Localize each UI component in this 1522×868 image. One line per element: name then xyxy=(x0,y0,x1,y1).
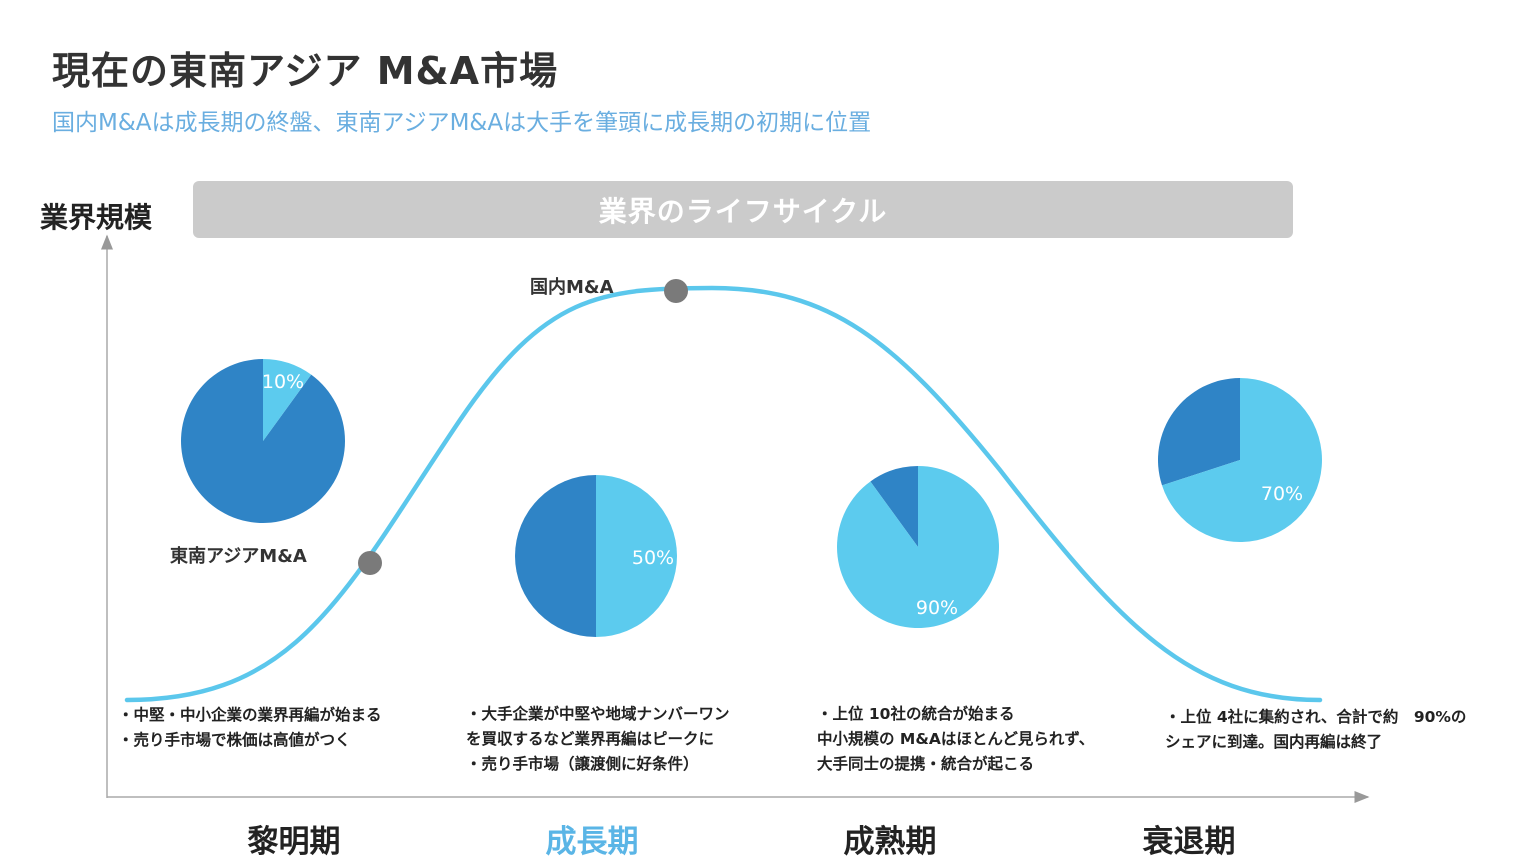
lifecycle-banner-label: 業界のライフサイクル xyxy=(598,194,888,228)
page-subtitle: 国内M&Aは成長期の終盤、東南アジアM&Aは大手を筆頭に成長期の初期に位置 xyxy=(52,110,872,136)
stage-desc-line: を買収するなど業界再編はピークに xyxy=(466,730,715,748)
pie-decline-label: 70% xyxy=(1261,483,1303,505)
stage-desc-line: ・売り手市場（譲渡側に好条件） xyxy=(466,755,699,773)
stage-desc-line: ・売り手市場で株価は高値がつく xyxy=(118,731,351,749)
pie-dawn-dark-slice xyxy=(181,359,346,523)
sea-ma-label: 東南アジアM&A xyxy=(170,546,307,567)
stage-dawn: 黎明期 xyxy=(247,824,341,860)
domestic-marker xyxy=(664,279,688,303)
pie-maturity-dark-slice xyxy=(870,466,918,547)
stage-desc-line: ・上位 4社に集約され、合計で約 90%の xyxy=(1165,708,1467,726)
stage-desc-line: シェアに到達。国内再編は終了 xyxy=(1165,733,1383,751)
pie-dawn-light-slice xyxy=(263,359,312,441)
pie-growth-dark-slice xyxy=(515,475,596,637)
pie-growth-light-slice xyxy=(596,475,677,637)
stage-desc-line: ・上位 10社の統合が始まる xyxy=(817,705,1015,723)
pie-maturity-label: 90% xyxy=(916,597,958,619)
pie-chart-dawn: 10% xyxy=(181,359,346,523)
pie-dawn-label: 10% xyxy=(262,371,304,393)
stage-desc-line: ・大手企業が中堅や地域ナンバーワン xyxy=(466,705,730,723)
stage-growth: 成長期 xyxy=(545,824,639,860)
domestic-ma-label: 国内M&A xyxy=(530,277,614,298)
pie-decline-light-slice xyxy=(1162,378,1322,542)
stage-desc-growth: ・大手企業が中堅や地域ナンバーワン を買収するなど業界再編はピークに ・売り手市… xyxy=(466,702,730,777)
pie-growth-label: 50% xyxy=(632,547,674,569)
stage-desc-line: 大手同士の提携・統合が起こる xyxy=(817,755,1035,773)
sea-marker xyxy=(358,551,382,575)
pie-chart-decline: 70% xyxy=(1157,377,1322,542)
stage-desc-line: 中小規模の M&Aはほとんど見られず、 xyxy=(817,730,1095,748)
pie-decline-dark-slice xyxy=(1157,377,1240,486)
stage-desc-decline: ・上位 4社に集約され、合計で約 90%の シェアに到達。国内再編は終了 xyxy=(1165,705,1466,755)
pie-chart-maturity: 90% xyxy=(837,466,1000,629)
page-title: 現在の東南アジア M&A市場 xyxy=(52,49,559,93)
stage-desc-line: ・中堅・中小企業の業界再編が始まる xyxy=(118,706,382,724)
lifecycle-curve xyxy=(124,285,1323,703)
stage-decline: 衰退期 xyxy=(1142,824,1236,860)
pie-maturity-light-slice xyxy=(837,466,1000,629)
stage-desc-dawn: ・中堅・中小企業の業界再編が始まる ・売り手市場で株価は高値がつく xyxy=(118,703,382,753)
stage-desc-maturity: ・上位 10社の統合が始まる 中小規模の M&Aはほとんど見られず、 大手同士の… xyxy=(817,702,1094,777)
pie-chart-growth: 50% xyxy=(515,475,677,637)
y-axis-label: 業界規模 xyxy=(40,201,153,234)
stage-maturity: 成熟期 xyxy=(843,824,937,860)
lifecycle-banner: 業界のライフサイクル xyxy=(193,181,1293,238)
